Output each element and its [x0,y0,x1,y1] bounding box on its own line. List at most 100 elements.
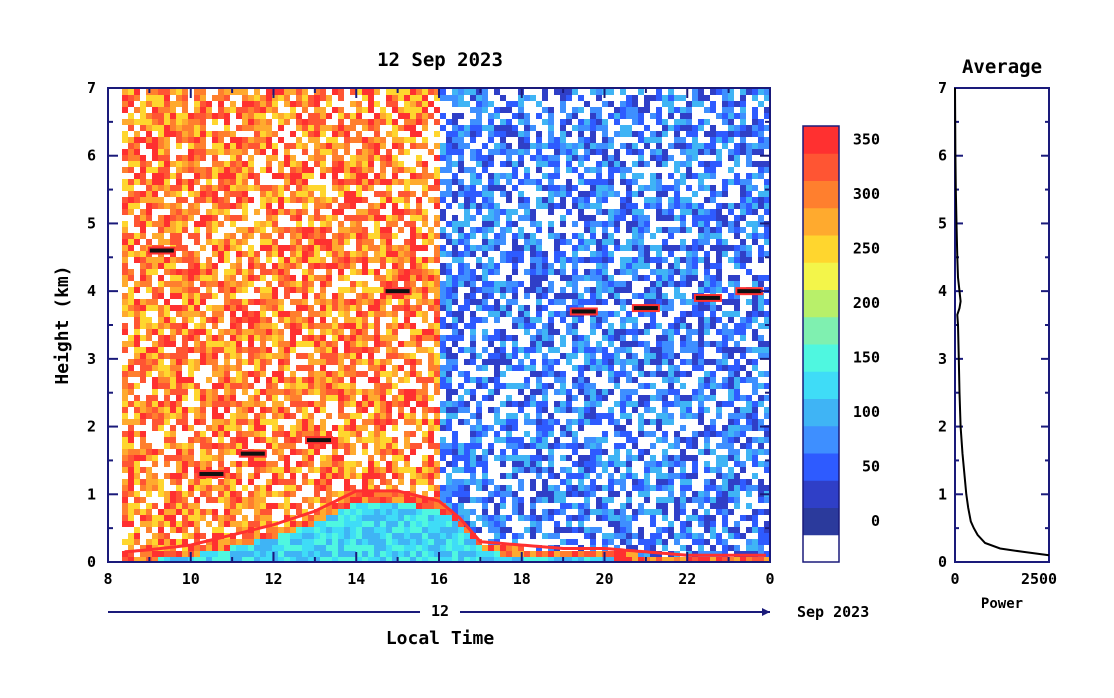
heatmap-cell [356,281,362,287]
heatmap-cell [518,197,524,203]
heatmap-cell [518,131,524,137]
heatmap-cell [320,455,326,461]
heatmap-cell [254,149,260,155]
heatmap-cell [620,527,626,533]
heatmap-cell [182,461,188,467]
heatmap-cell [278,533,284,539]
heatmap-cell [632,233,638,239]
heatmap-cell [542,305,548,311]
heatmap-cell [416,389,422,395]
heatmap-cell [320,395,326,401]
heatmap-cell [602,245,608,251]
heatmap-cell [404,251,410,257]
heatmap-cell [254,395,260,401]
heatmap-cell [272,197,278,203]
heatmap-cell [518,407,524,413]
heatmap-cell [326,305,332,311]
heatmap-cell [290,347,296,353]
heatmap-cell [272,467,278,473]
heatmap-cell [464,515,470,521]
heatmap-cell [374,407,380,413]
heatmap-cell [620,287,626,293]
heatmap-cell [314,479,320,485]
heatmap-cell [362,359,368,365]
heatmap-cell [248,539,254,545]
heatmap-cell [242,203,248,209]
heatmap-cell [518,383,524,389]
heatmap-cell [368,503,374,509]
heatmap-cell [224,515,230,521]
heatmap-cell [590,107,596,113]
heatmap-cell [620,551,626,557]
heatmap-cell [428,539,434,545]
heatmap-cell [182,353,188,359]
heatmap-cell [380,479,386,485]
heatmap-cell [194,347,200,353]
heatmap-cell [350,113,356,119]
heatmap-cell [344,113,350,119]
heatmap-cell [122,497,128,503]
heatmap-cell [350,401,356,407]
heatmap-cell [320,551,326,557]
heatmap-cell [440,467,446,473]
heatmap-cell [146,515,152,521]
heatmap-cell [614,293,620,299]
heatmap-cell [368,359,374,365]
heatmap-cell [146,167,152,173]
heatmap-cell [260,233,266,239]
heatmap-cell [404,311,410,317]
heatmap-cell [386,521,392,527]
heatmap-cell [182,389,188,395]
heatmap-cell [230,497,236,503]
heatmap-cell [344,449,350,455]
heatmap-cell [596,359,602,365]
heatmap-cell [146,359,152,365]
heatmap-cell [398,209,404,215]
heatmap-cell [200,431,206,437]
heatmap-cell [176,101,182,107]
heatmap-cell [176,167,182,173]
heatmap-cell [260,299,266,305]
heatmap-cell [332,263,338,269]
heatmap-cell [452,137,458,143]
heatmap-cell [530,359,536,365]
heatmap-cell [494,317,500,323]
heatmap-cell [296,539,302,545]
heatmap-cell [212,203,218,209]
heatmap-cell [404,467,410,473]
heatmap-cell [248,185,254,191]
heatmap-cell [602,239,608,245]
heatmap-cell [560,377,566,383]
heatmap-cell [458,503,464,509]
heatmap-cell [182,155,188,161]
heatmap-cell [356,497,362,503]
heatmap-cell [446,167,452,173]
heatmap-cell [320,521,326,527]
heatmap-cell [254,371,260,377]
heatmap-cell [398,401,404,407]
heatmap-cell [500,545,506,551]
heatmap-cell [362,425,368,431]
heatmap-cell [356,239,362,245]
heatmap-cell [566,443,572,449]
heatmap-cell [380,305,386,311]
heatmap-cell [284,491,290,497]
heatmap-cell [230,443,236,449]
heatmap-cell [620,347,626,353]
heatmap-cell [560,203,566,209]
heatmap-cell [176,281,182,287]
heatmap-cell [218,449,224,455]
heatmap-cell [302,173,308,179]
heatmap-cell [584,383,590,389]
heatmap-cell [260,509,266,515]
heatmap-cell [614,209,620,215]
heatmap-cell [200,215,206,221]
heatmap-cell [590,119,596,125]
heatmap-cell [440,191,446,197]
heatmap-cell [326,101,332,107]
heatmap-cell [158,527,164,533]
heatmap-cell [554,359,560,365]
heatmap-cell [422,101,428,107]
heatmap-cell [278,335,284,341]
heatmap-cell [626,359,632,365]
